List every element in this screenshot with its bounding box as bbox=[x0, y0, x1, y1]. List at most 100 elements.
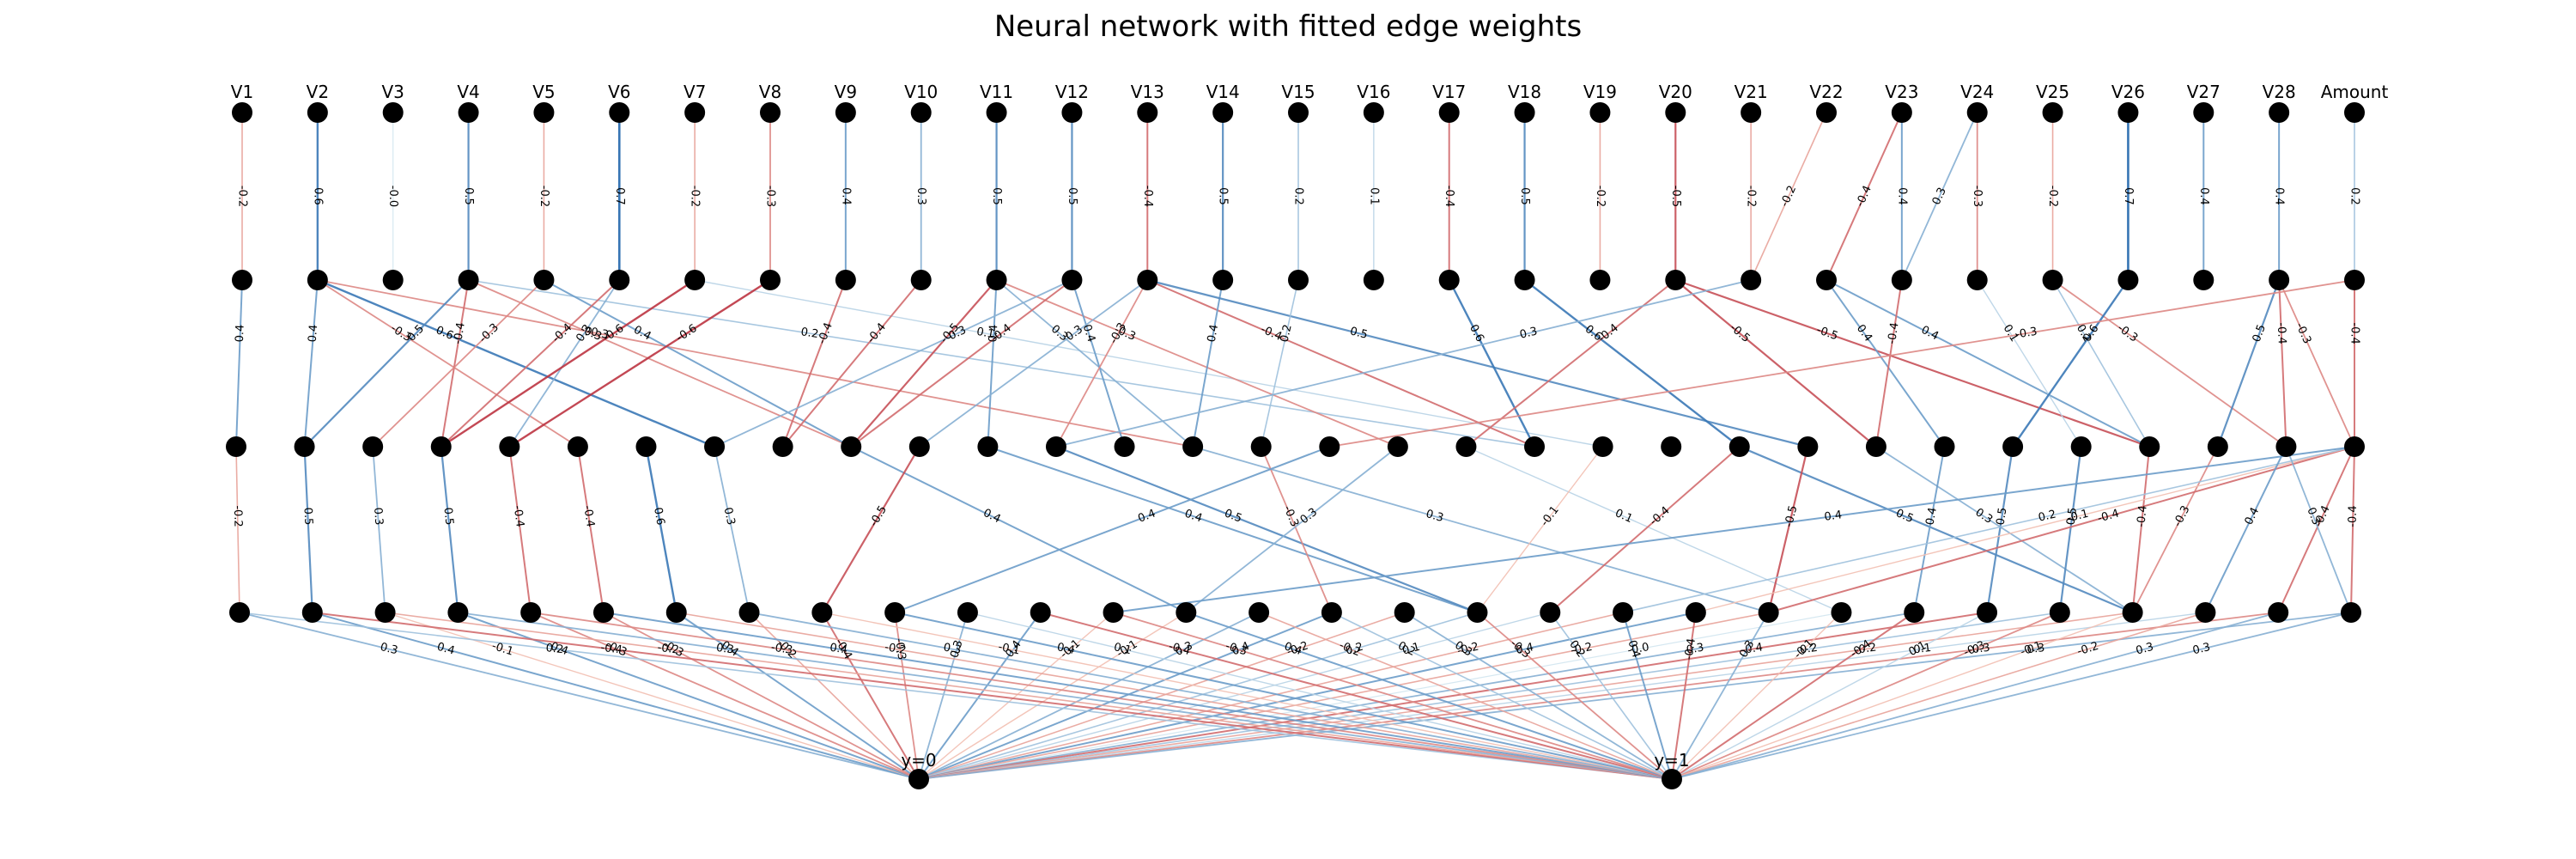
weight-label: -0.4 bbox=[1167, 640, 1191, 658]
weight-label: 0.1 bbox=[1913, 642, 1932, 657]
input-label: V18 bbox=[1508, 82, 1541, 102]
edge-l1-9-l2-8 bbox=[781, 279, 922, 448]
edge-l1-24-l2-30 bbox=[2052, 279, 2287, 448]
input-label: V7 bbox=[683, 82, 706, 102]
edge-l3-27-l4-0 bbox=[918, 612, 2206, 780]
edge-l1-12-l2-19 bbox=[1146, 279, 1535, 448]
node-input-10 bbox=[986, 102, 1007, 123]
node-hidden1-5 bbox=[609, 270, 630, 290]
node-hidden3-25 bbox=[2049, 602, 2070, 623]
edge-l2-25-l3-23 bbox=[1913, 446, 1946, 613]
edge-l1-4-l2-2 bbox=[372, 279, 545, 448]
edge-l2-31-l3-21 bbox=[1768, 446, 2355, 613]
edge-l3-18-l4-1 bbox=[1549, 612, 1673, 780]
weight-label: 0.6 bbox=[434, 324, 455, 343]
node-hidden3-18 bbox=[1540, 602, 1561, 623]
node-input-8 bbox=[835, 102, 856, 123]
node-hidden1-6 bbox=[684, 270, 706, 290]
weight-label: -0.4 bbox=[511, 505, 526, 528]
weight-label: 0.4 bbox=[839, 187, 852, 205]
node-hidden1-2 bbox=[382, 270, 404, 290]
input-label: V1 bbox=[231, 82, 253, 102]
weight-label: 0.3 bbox=[1425, 508, 1445, 525]
node-hidden3-22 bbox=[1831, 602, 1852, 623]
weight-label: -0.4 bbox=[600, 642, 623, 657]
weight-label: 0.3 bbox=[721, 506, 738, 526]
weight-label: 0.4 bbox=[987, 324, 1000, 342]
edge-l1-11-l2-13 bbox=[1071, 279, 1126, 448]
edge-l1-1-l2-5 bbox=[317, 279, 579, 448]
edge-l1-6-l2-20 bbox=[695, 279, 1603, 448]
edge-l3-25-l4-0 bbox=[918, 612, 2060, 780]
node-hidden3-10 bbox=[957, 602, 978, 623]
input-label: V22 bbox=[1809, 82, 1843, 102]
weight-label: 0.5 bbox=[1518, 187, 1531, 205]
input-label: V19 bbox=[1583, 82, 1617, 102]
edge-l1-7-l2-4 bbox=[508, 278, 771, 448]
weight-label: 0.4 bbox=[1183, 508, 1204, 526]
node-hidden1-14 bbox=[1288, 270, 1309, 290]
node-hidden1-21 bbox=[1816, 270, 1837, 290]
node-input-11 bbox=[1061, 102, 1083, 123]
node-input-13 bbox=[1212, 102, 1234, 123]
edge-l1-10-l2-14 bbox=[995, 279, 1194, 448]
node-hidden3-19 bbox=[1613, 602, 1634, 623]
input-label: V10 bbox=[904, 82, 938, 102]
weight-label: 0.7 bbox=[613, 187, 626, 205]
node-hidden2-23 bbox=[1797, 436, 1819, 457]
node-hidden1-15 bbox=[1363, 270, 1384, 290]
node-hidden1-11 bbox=[1061, 270, 1083, 290]
edge-l1-28-l2-16 bbox=[1329, 279, 2355, 448]
node-input-21 bbox=[1816, 102, 1837, 123]
edge-l3-21-l4-1 bbox=[1671, 612, 1770, 780]
input-label: V20 bbox=[1659, 82, 1692, 102]
weight-label: -0.2 bbox=[1854, 642, 1877, 657]
node-hidden1-16 bbox=[1438, 270, 1460, 290]
weight-label: -0.3 bbox=[1967, 642, 1990, 657]
weight-label: -0.2 bbox=[1570, 641, 1594, 658]
node-input-15 bbox=[1363, 102, 1384, 123]
edge-l3-25-l4-1 bbox=[1671, 612, 2061, 780]
weight-label: -0.2 bbox=[1456, 640, 1480, 657]
weight-label: -0.3 bbox=[892, 637, 908, 661]
node-hidden2-3 bbox=[430, 436, 452, 457]
edge-l3-12-l4-0 bbox=[918, 612, 1114, 780]
node-hidden1-0 bbox=[232, 270, 252, 290]
edge-l1-3-l2-1 bbox=[303, 279, 470, 448]
edge-l3-15-l4-0 bbox=[918, 612, 1333, 780]
node-hidden2-31 bbox=[2344, 436, 2365, 457]
weight-label: -0.2 bbox=[884, 641, 908, 657]
weight-label: -0.3 bbox=[764, 186, 777, 207]
node-hidden3-5 bbox=[592, 602, 614, 623]
weight-label: -0.2 bbox=[1745, 186, 1758, 207]
edge-l1-24-l2-28 bbox=[2051, 279, 2150, 448]
weight-label: -0.2 bbox=[236, 186, 249, 207]
edge-l0-22-l1-21 bbox=[1826, 112, 1903, 281]
node-hidden1-27 bbox=[2269, 270, 2290, 290]
edge-l1-25-l2-26 bbox=[2012, 279, 2129, 448]
node-hidden3-13 bbox=[1176, 602, 1197, 623]
weight-label: 0.4 bbox=[1923, 507, 1939, 527]
edge-l3-10-l4-0 bbox=[918, 612, 969, 780]
node-hidden1-20 bbox=[1741, 270, 1762, 290]
edge-l3-2-l4-1 bbox=[385, 612, 1673, 780]
weight-label: 0.1 bbox=[975, 326, 995, 341]
node-hidden2-13 bbox=[1114, 436, 1135, 457]
node-hidden2-10 bbox=[908, 436, 930, 457]
node-hidden1-25 bbox=[2117, 270, 2139, 290]
weight-label: 0.3 bbox=[914, 187, 927, 205]
edge-l2-31-l3-12 bbox=[1113, 446, 2355, 613]
weight-label: 0.2 bbox=[1344, 641, 1364, 658]
weight-label: -0.2 bbox=[2075, 640, 2100, 659]
weight-label: 0.5 bbox=[1223, 507, 1244, 526]
input-label: V26 bbox=[2111, 82, 2145, 102]
edge-l3-13-l4-0 bbox=[918, 612, 1187, 780]
node-hidden3-1 bbox=[301, 602, 323, 623]
edge-l2-31-l3-28 bbox=[2277, 446, 2355, 613]
input-label: V2 bbox=[307, 82, 329, 102]
node-input-16 bbox=[1438, 102, 1460, 123]
edge-l2-12-l3-17 bbox=[1055, 445, 1478, 614]
edge-l2-0-l3-0 bbox=[235, 446, 240, 613]
node-hidden1-28 bbox=[2344, 270, 2365, 290]
